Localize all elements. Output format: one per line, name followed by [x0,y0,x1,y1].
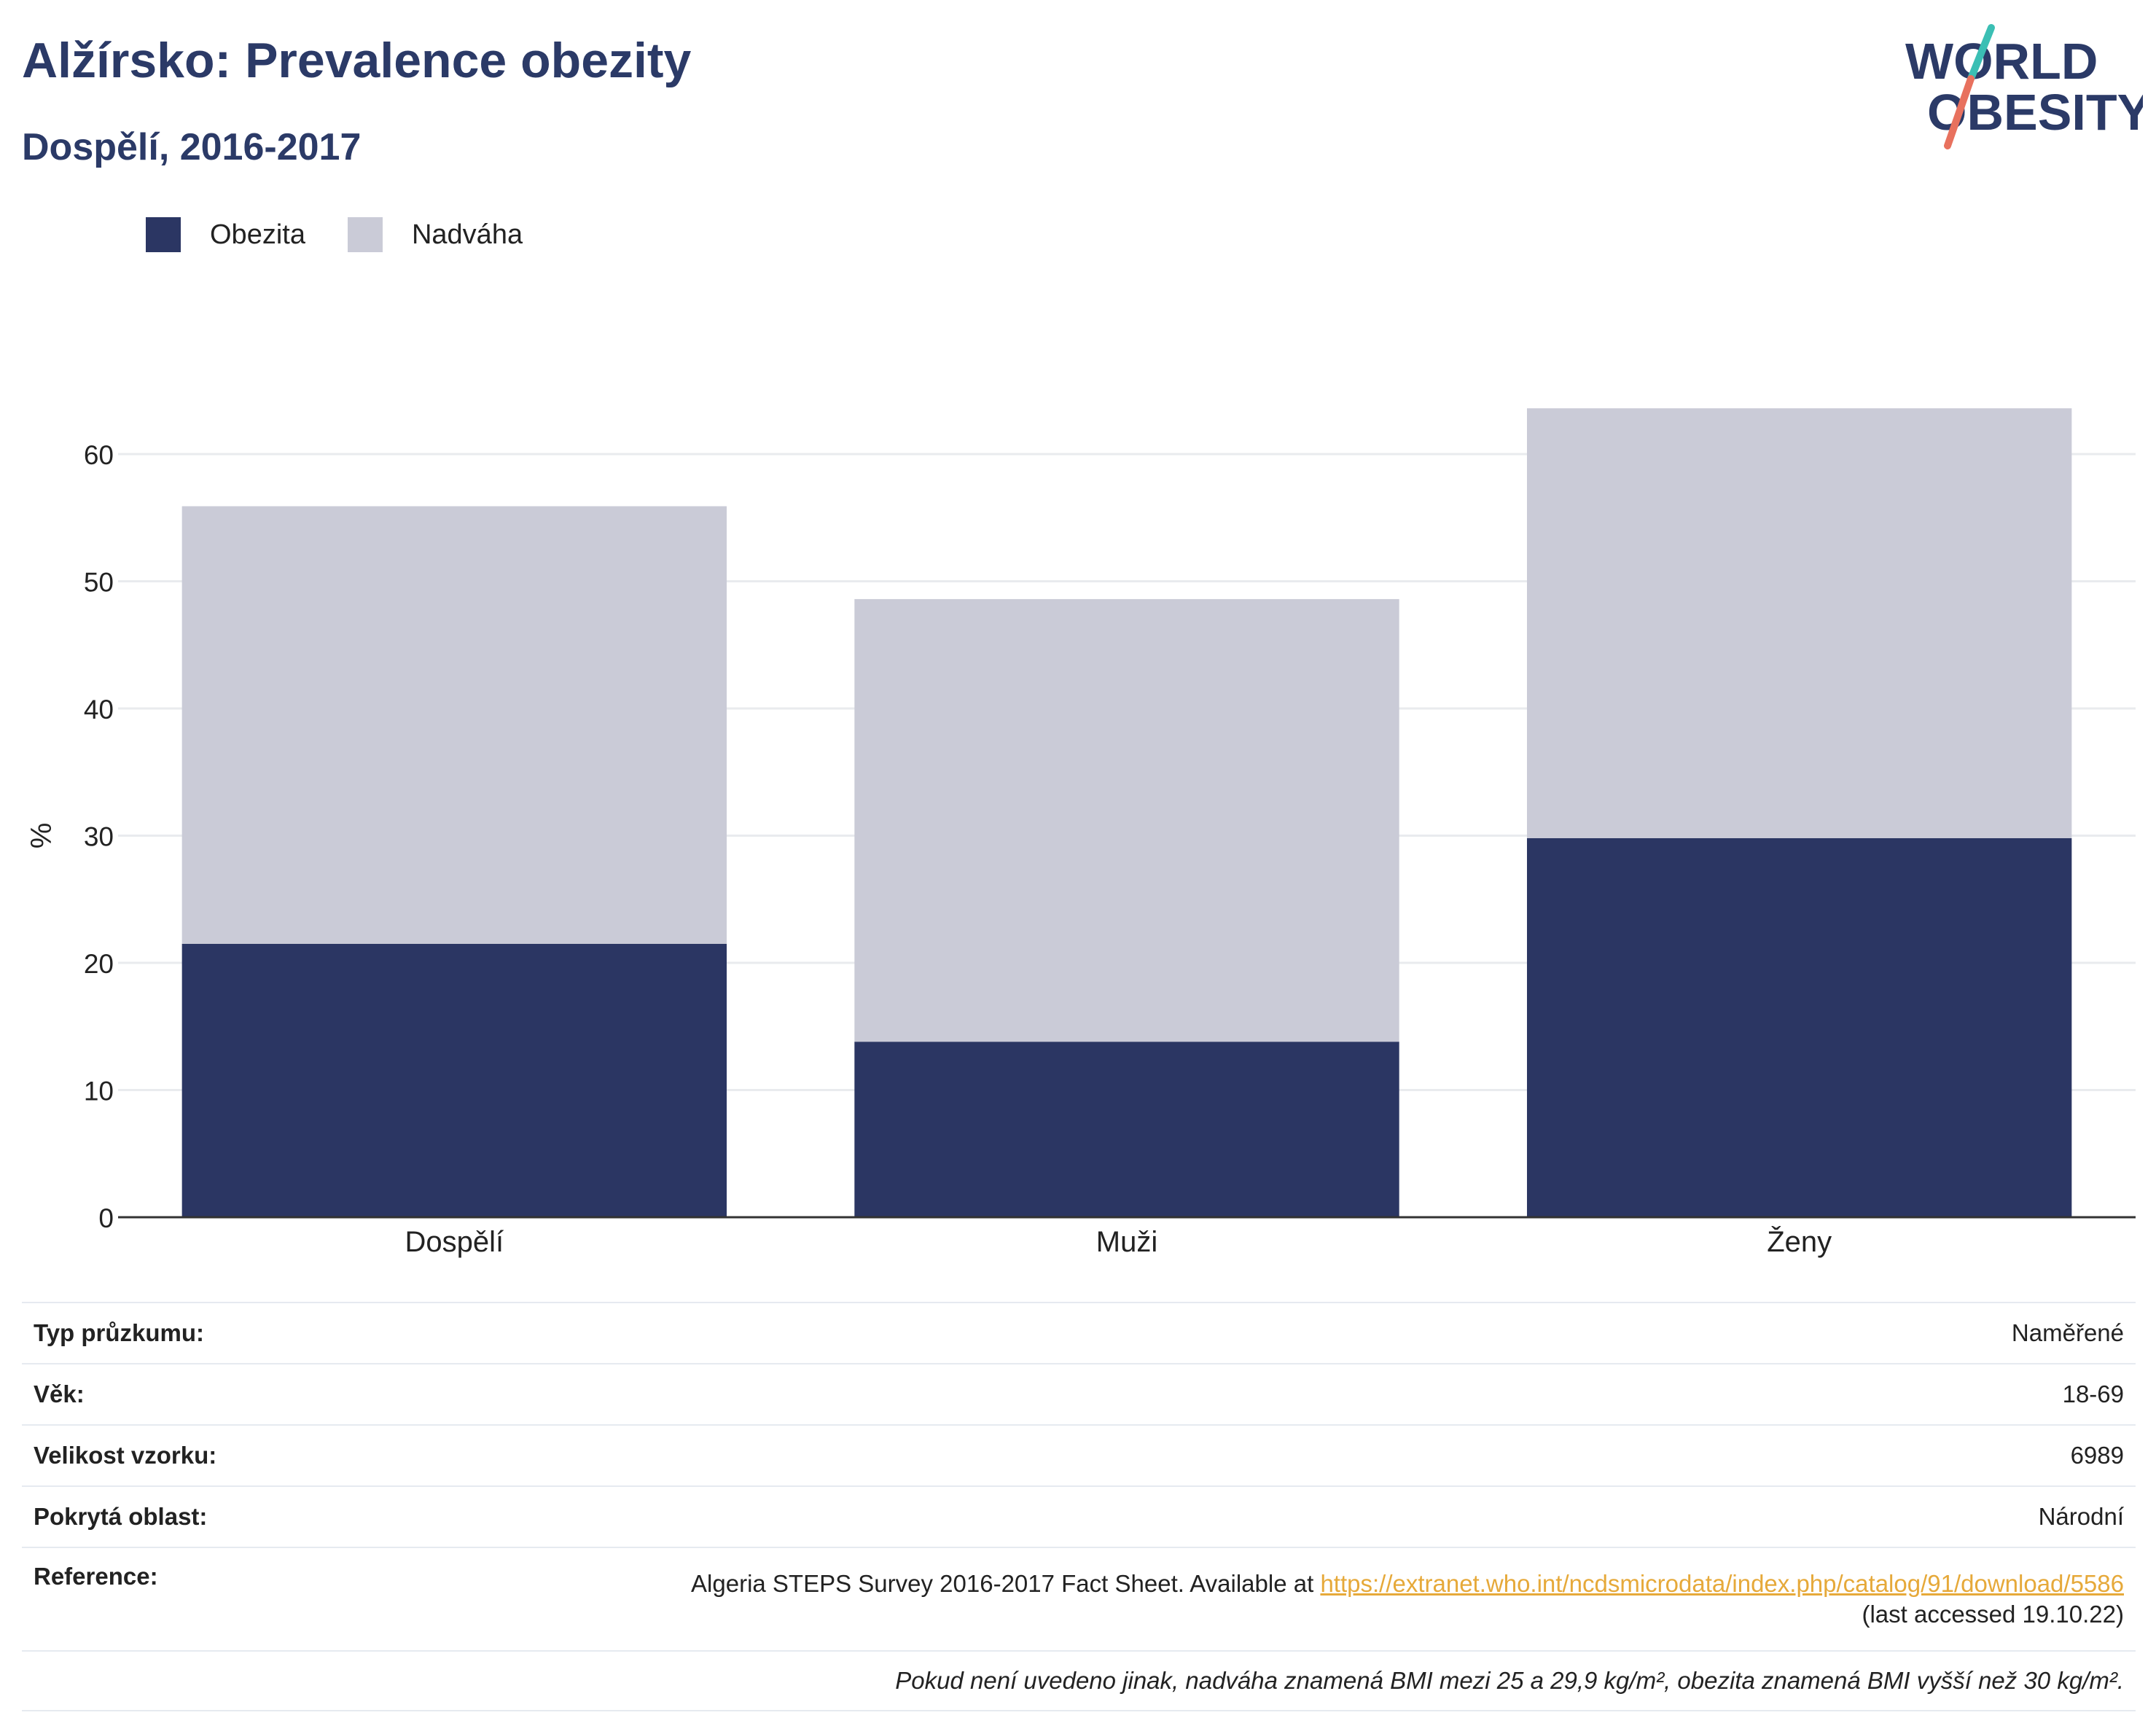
info-value: Naměřené [351,1302,2136,1364]
bar-obesity [181,943,727,1217]
definition-note: Pokud není uvedeno jinak, nadváha znamen… [22,1650,2136,1711]
y-axis-label: % [26,823,58,849]
y-tick-label: 0 [98,1203,114,1233]
info-row-sample-size: Velikost vzorku: 6989 [22,1424,2136,1486]
reference-text: Algeria STEPS Survey 2016-2017 Fact Shee… [691,1570,1321,1597]
info-value: Národní [351,1485,2136,1547]
y-tick-label: 30 [84,822,114,852]
legend-swatch-obesity [146,217,181,252]
info-row-age: Věk: 18-69 [22,1363,2136,1425]
y-tick-label: 10 [84,1077,114,1106]
y-tick-label: 50 [84,568,114,598]
info-label: Reference: [22,1547,351,1651]
bar-overweight [181,506,727,944]
bar-obesity [1526,837,2072,1217]
x-tick-label: Dospělí [405,1226,504,1258]
reference-link[interactable]: https://extranet.who.int/ncdsmicrodata/i… [1320,1570,2124,1597]
svg-text:WORLD: WORLD [1905,33,2098,90]
legend-item-overweight[interactable]: Nadváha [347,217,523,252]
info-value: 6989 [351,1424,2136,1486]
y-tick-label: 60 [84,440,114,470]
bar-chart: 0 10 20 30 40 50 60% Dospělí Muži Ženy [26,408,2136,1258]
bar-overweight [854,598,1399,1042]
x-tick-label: Muži [1096,1226,1157,1258]
bar-obesity [854,1042,1399,1217]
chart-subtitle: Dospělí, 2016-2017 [22,126,362,168]
reference-accessed: (last accessed 19.10.22) [1862,1601,2124,1628]
info-row-survey-type: Typ průzkumu: Naměřené [22,1302,2136,1364]
world-obesity-logo: WORLD OBESITY [1895,20,2151,159]
reference-value: Algeria STEPS Survey 2016-2017 Fact Shee… [351,1547,2136,1651]
legend-item-obesity[interactable]: Obezita [146,217,305,252]
info-value: 18-69 [351,1363,2136,1425]
info-row-coverage: Pokrytá oblast: Národní [22,1485,2136,1547]
world-obesity-logo-graphic: WORLD OBESITY [1905,24,2151,149]
info-row-note: Pokud není uvedeno jinak, nadváha znamen… [22,1650,2136,1711]
survey-info-table: Typ průzkumu: Naměřené Věk: 18-69 Veliko… [22,1302,2136,1711]
info-label: Věk: [22,1363,351,1425]
info-label: Pokrytá oblast: [22,1485,351,1547]
chart-legend: Obezita Nadváha [146,216,565,254]
info-label: Velikost vzorku: [22,1424,351,1486]
x-tick-label: Ženy [1767,1225,1832,1258]
info-label: Typ průzkumu: [22,1302,351,1364]
info-row-reference: Reference: Algeria STEPS Survey 2016-201… [22,1547,2136,1651]
y-tick-label: 20 [84,949,114,979]
legend-label-obesity: Obezita [210,219,305,250]
y-tick-label: 40 [84,695,114,725]
legend-label-overweight: Nadváha [411,219,523,250]
chart-title: Alžírsko: Prevalence obezity [22,33,692,88]
legend-swatch-overweight [347,217,383,252]
bar-overweight [1526,408,2072,838]
